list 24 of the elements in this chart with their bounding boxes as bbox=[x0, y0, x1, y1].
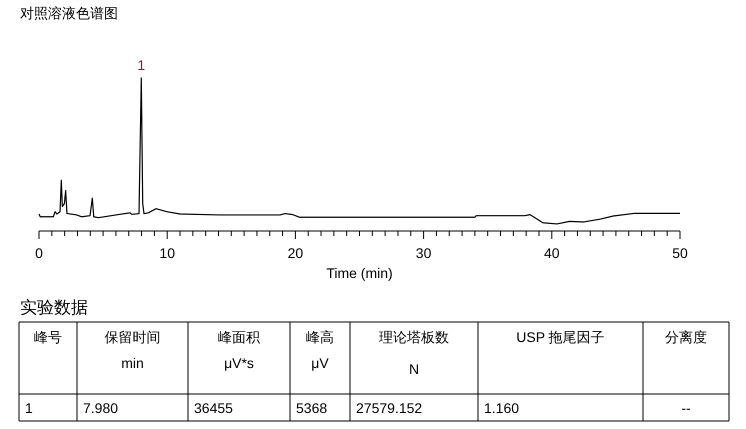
x-tick-label: 0 bbox=[35, 245, 44, 261]
text: 36455 bbox=[194, 400, 234, 416]
x-tick-label: 20 bbox=[288, 245, 304, 261]
text: -- bbox=[681, 400, 691, 416]
text: 峰号 bbox=[34, 329, 62, 345]
x-tick-label: 40 bbox=[544, 245, 560, 261]
x-tick-label: 50 bbox=[672, 245, 688, 261]
text: 1 bbox=[25, 400, 33, 416]
text: 7.980 bbox=[83, 400, 118, 416]
text: 实验数据 bbox=[20, 298, 88, 317]
text: 5368 bbox=[296, 400, 328, 416]
text: 峰高 μV bbox=[306, 329, 334, 371]
annotation: 1 bbox=[137, 57, 146, 73]
chart-title: 对照溶液色谱图 bbox=[20, 5, 118, 21]
text: 1.160 bbox=[484, 400, 520, 416]
text: 峰面积 μV*s bbox=[218, 329, 260, 371]
text: USP 拖尾因子 bbox=[516, 329, 605, 345]
text: 分离度 bbox=[665, 329, 707, 345]
text: 理论塔板数 N bbox=[379, 329, 449, 377]
x-tick-label: 30 bbox=[416, 245, 432, 261]
x-tick-label: 10 bbox=[159, 245, 176, 261]
text: 27579.152 bbox=[356, 400, 422, 416]
text: 保留时间 min bbox=[104, 329, 160, 371]
x-axis-title: Time (min) bbox=[326, 265, 393, 281]
